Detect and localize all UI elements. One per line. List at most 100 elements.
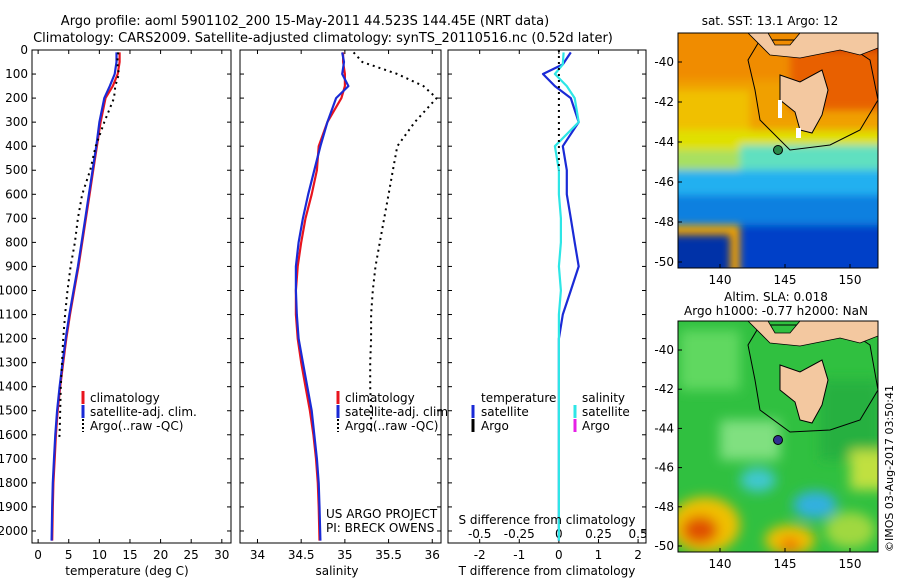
salinity-ticks: 34 34.5 35 35.5 36 xyxy=(240,49,441,562)
sst-argo-marker xyxy=(773,145,783,155)
difference-legend-t-argo: Argo xyxy=(481,419,509,433)
depth-tick-label: 1500 xyxy=(0,404,28,418)
depth-tick-label: 200 xyxy=(5,91,28,105)
sla-argo-marker xyxy=(773,435,783,445)
depth-tick-label: 800 xyxy=(5,235,28,249)
sst-map-lon-label: 145 xyxy=(774,273,797,287)
temperature-xtick-label: 5 xyxy=(65,548,73,562)
temperature-xlabel: temperature (deg C) xyxy=(65,564,188,578)
sla-map-lon-label: 150 xyxy=(839,557,862,571)
salinity-legend-argo: Argo(..raw -QC) xyxy=(345,419,438,433)
sla-map-lat-label: -46 xyxy=(654,461,674,475)
sla-map-lat-label: -44 xyxy=(654,421,674,435)
difference-top-tick-label: -0.25 xyxy=(504,527,535,541)
sla-map-lon-label: 140 xyxy=(709,557,732,571)
temperature-legend: climatology satellite-adj. clim. Argo(..… xyxy=(81,391,197,433)
salinity-xtick-label: 36 xyxy=(425,548,440,562)
difference-xtick-label: 2 xyxy=(634,548,642,562)
temperature-xtick-label: 20 xyxy=(153,548,168,562)
salinity-legend: climatology satellite-adj. clim. Argo(..… xyxy=(336,391,452,433)
salinity-xtick-label: 35 xyxy=(337,548,352,562)
header-line2: Climatology: CARS2009. Satellite-adjuste… xyxy=(33,31,613,46)
depth-tick-label: 1700 xyxy=(0,452,28,466)
pi-label: PI: BRECK OWENS xyxy=(326,521,434,535)
sla-map-lat-label: -42 xyxy=(654,382,674,396)
difference-top-tick-label: -0.5 xyxy=(468,527,491,541)
depth-tick-label: 1800 xyxy=(0,476,28,490)
sla-map-title2: Argo h1000: -0.77 h2000: NaN xyxy=(684,304,868,318)
salinity-axes-box xyxy=(239,49,442,544)
salinity-legend-sat: satellite-adj. clim. xyxy=(345,405,452,419)
difference-panel: -2 -1 0 1 2-0.5 -0.25 0 0.25 0.5 T difference fr… xyxy=(447,49,648,578)
difference-series-1 xyxy=(553,52,580,541)
difference-legend-salinity-header: salinity xyxy=(582,391,625,405)
header-line1: Argo profile: aoml 5901102_200 15-May-20… xyxy=(61,14,549,29)
sla-map-ticks: 140 145 150 -40 -42 -44 -46 -48 -50 xyxy=(654,343,861,571)
difference-xtick-label: 0 xyxy=(555,548,563,562)
temperature-series-2 xyxy=(57,52,120,440)
sla-map-lat-label: -48 xyxy=(654,500,674,514)
sst-map-lon-label: 140 xyxy=(709,273,732,287)
difference-top-tick-label: 0.25 xyxy=(585,527,612,541)
depth-tick-label: 400 xyxy=(5,139,28,153)
sla-map-lat-label: -40 xyxy=(654,343,674,357)
difference-legend-t-sat: satellite xyxy=(481,405,529,419)
difference-top-tick-label: 0.5 xyxy=(629,527,648,541)
depth-tick-label: 1400 xyxy=(0,380,28,394)
sst-map-lat-label: -46 xyxy=(654,175,674,189)
temperature-series-1 xyxy=(50,52,118,541)
depth-tick-label: 100 xyxy=(5,67,28,81)
temperature-legend-clim: climatology xyxy=(90,391,160,405)
difference-legend: temperature salinity satellite Argo sate… xyxy=(471,391,630,433)
difference-lines xyxy=(541,50,580,541)
project-label: US ARGO PROJECT xyxy=(326,507,438,521)
temperature-legend-argo: Argo(..raw -QC) xyxy=(90,419,183,433)
sst-map-lat-label: -44 xyxy=(654,135,674,149)
sst-map-lat-label: -40 xyxy=(654,55,674,69)
temperature-xtick-label: 0 xyxy=(34,548,42,562)
temperature-xtick-label: 15 xyxy=(122,548,137,562)
sst-map-ticks: 140 145 150 -40 -42 -44 -46 -48 -50 xyxy=(654,55,861,287)
temperature-axes-box xyxy=(31,49,232,544)
salinity-legend-clim: climatology xyxy=(345,391,415,405)
temperature-xtick-label: 30 xyxy=(214,548,229,562)
imos-side-label: ©IMOS 03-Aug-2017 03:50:41 xyxy=(883,385,896,552)
difference-legend-temperature-header: temperature xyxy=(481,391,556,405)
salinity-series-2 xyxy=(352,51,438,435)
sla-map-title1: Altim. SLA: 0.018 xyxy=(724,290,828,304)
salinity-lines xyxy=(294,51,438,541)
temperature-lines xyxy=(50,52,121,541)
sst-map-lat-label: -48 xyxy=(654,215,674,229)
tasmania-shape xyxy=(779,69,829,134)
difference-xtick-label: 1 xyxy=(595,548,603,562)
salinity-panel: 34 34.5 35 35.5 36 salinity climatology sate… xyxy=(239,49,452,578)
depth-tick-label: 2000 xyxy=(0,524,28,538)
difference-xtick-label: -1 xyxy=(513,548,525,562)
difference-xtick-label: -2 xyxy=(474,548,486,562)
depth-axis: 0 100 200 300 400 500 600 700 800 900 1000 1100 1200… xyxy=(0,43,28,538)
sla-map: Altim. SLA: 0.018 Argo h1000: -0.77 h200… xyxy=(654,290,896,571)
difference-xlabel: T difference from climatology xyxy=(458,564,636,578)
sst-map: sat. SST: 13.1 Argo: 12 xyxy=(654,14,879,287)
depth-tick-label: 1300 xyxy=(0,356,28,370)
depth-tick-label: 0 xyxy=(20,43,28,57)
temperature-panel: 0 5 10 15 20 25 30 temperature (deg C) climato… xyxy=(31,49,232,578)
salinity-xtick-label: 34.5 xyxy=(288,548,315,562)
salinity-xlabel: salinity xyxy=(315,564,358,578)
depth-tick-label: 700 xyxy=(5,211,28,225)
tasmania-shape-sla xyxy=(779,359,829,424)
difference-axes-box xyxy=(447,49,647,544)
temperature-ticks: 0 5 10 15 20 25 30 xyxy=(32,49,231,562)
salinity-xtick-label: 35.5 xyxy=(375,548,402,562)
difference-legend-s-sat: satellite xyxy=(582,405,630,419)
salinity-xtick-label: 34 xyxy=(250,548,265,562)
depth-tick-label: 1200 xyxy=(0,332,28,346)
depth-tick-label: 1100 xyxy=(0,308,28,322)
sla-map-lat-label: -50 xyxy=(654,539,674,553)
depth-tick-label: 900 xyxy=(5,259,28,273)
salinity-series-1 xyxy=(294,52,350,541)
depth-tick-label: 500 xyxy=(5,163,28,177)
sla-map-lon-label: 145 xyxy=(774,557,797,571)
depth-tick-label: 1000 xyxy=(0,283,28,297)
